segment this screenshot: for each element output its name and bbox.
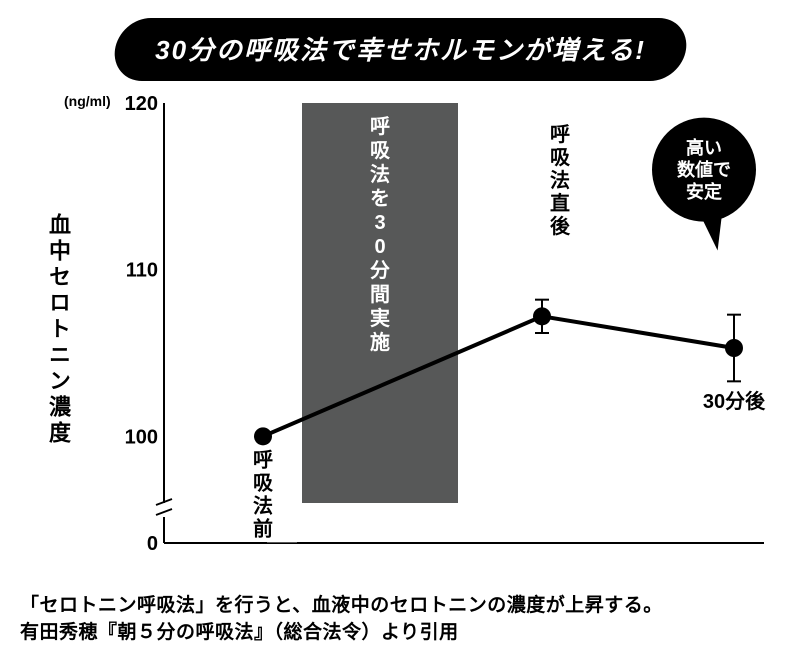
svg-text:施: 施 [370, 330, 390, 354]
svg-text:3: 3 [374, 212, 385, 234]
svg-text:間: 間 [370, 283, 390, 306]
svg-text:120: 120 [125, 93, 158, 115]
caption-line-2: 有田秀穂『朝５分の呼吸法』（総合法令）より引用 [20, 619, 780, 647]
chart-area: 血中セロトニン濃度 (ng/ml) 0100110120呼吸法を30分間実施呼吸… [24, 93, 776, 563]
svg-text:安定: 安定 [686, 181, 722, 202]
svg-text:吸: 吸 [550, 147, 571, 169]
svg-text:呼: 呼 [370, 115, 390, 138]
svg-text:分: 分 [370, 259, 390, 282]
yaxis-label: 血中セロトニン濃度 [42, 213, 74, 447]
page-title: 30分の呼吸法で幸せホルモンが増える! [155, 30, 646, 67]
svg-text:0: 0 [374, 236, 385, 258]
svg-text:前: 前 [253, 516, 273, 540]
caption: 「セロトニン呼吸法」を行うと、血液中のセロトニンの濃度が上昇する。 有田秀穂『朝… [20, 592, 780, 647]
svg-text:吸: 吸 [370, 140, 391, 162]
unit-label: (ng/ml) [64, 93, 111, 109]
svg-text:法: 法 [550, 168, 570, 192]
svg-text:30分後: 30分後 [703, 389, 766, 413]
svg-text:100: 100 [125, 426, 158, 448]
svg-text:吸: 吸 [253, 472, 274, 494]
svg-text:110: 110 [126, 260, 158, 282]
svg-text:法: 法 [370, 162, 390, 186]
svg-text:呼: 呼 [550, 123, 570, 146]
svg-text:法: 法 [253, 493, 273, 517]
svg-text:を: を [370, 187, 390, 210]
page-title-pill: 30分の呼吸法で幸せホルモンが増える! [110, 18, 690, 81]
svg-text:高い: 高い [686, 137, 722, 158]
svg-text:実: 実 [370, 306, 390, 330]
svg-text:直: 直 [550, 191, 570, 215]
chart-plot: 0100110120呼吸法を30分間実施呼吸法前呼吸法直後30分後呼吸法前呼吸法… [124, 93, 776, 563]
svg-text:後: 後 [550, 214, 571, 238]
svg-text:数値で: 数値で [677, 159, 731, 180]
svg-text:0: 0 [147, 533, 158, 555]
caption-line-1: 「セロトニン呼吸法」を行うと、血液中のセロトニンの濃度が上昇する。 [20, 592, 780, 620]
svg-text:呼: 呼 [253, 448, 273, 471]
